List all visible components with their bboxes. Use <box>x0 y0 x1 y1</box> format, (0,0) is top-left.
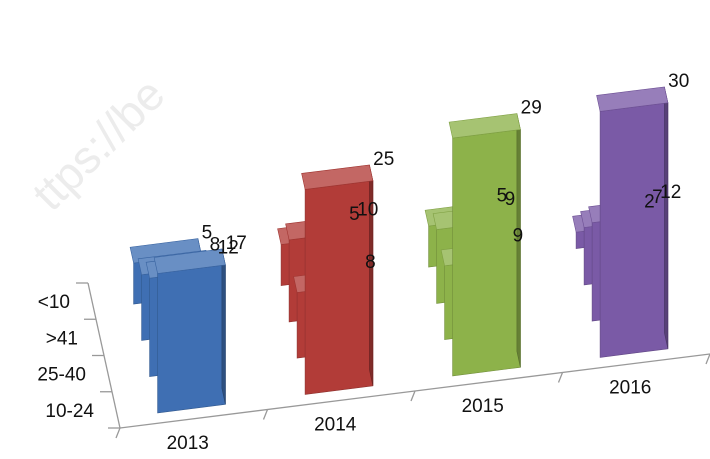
data-label: 5 <box>349 204 360 225</box>
data-label: 29 <box>521 98 542 119</box>
data-label: 12 <box>660 182 681 203</box>
data-label: 9 <box>505 189 516 210</box>
x-axis-tick <box>115 427 121 439</box>
series-tick-label: 10-24 <box>45 401 94 422</box>
data-label: 9 <box>513 225 524 246</box>
bar-side-face <box>221 248 226 405</box>
data-label: 8 <box>210 234 221 255</box>
bar-top-face <box>596 86 669 112</box>
data-label: 7 <box>652 187 663 208</box>
x-tick-label: 2013 <box>167 433 209 454</box>
x-axis-tick <box>262 409 269 420</box>
data-label: 2 <box>644 192 655 213</box>
data-label: 25 <box>373 149 394 170</box>
bar-front-face <box>599 102 669 358</box>
bar-2015-10-24 <box>448 113 521 377</box>
series-tick-label: <10 <box>38 292 70 313</box>
bar-top-face <box>301 164 374 190</box>
x-axis-tick <box>410 390 416 402</box>
data-label: 30 <box>668 71 689 92</box>
data-label: 10 <box>357 199 378 220</box>
bar-top-face <box>153 248 226 274</box>
x-tick-label: 2015 <box>462 396 504 417</box>
bar-front-face <box>157 264 226 414</box>
data-label: 8 <box>365 252 376 273</box>
x-tick-label: 2016 <box>609 377 651 398</box>
chart-floor: 2013 2014 2015 2016 10-24 25-40 >41 <10 <box>37 282 710 454</box>
bar-2013-10-24 <box>153 248 226 414</box>
x-tick-label: 2014 <box>314 414 357 435</box>
data-label: 17 <box>226 233 247 254</box>
x-axis-tick <box>705 353 710 365</box>
chart-bars <box>129 86 669 414</box>
watermark: ttps://be <box>22 68 174 220</box>
series-tick-label: >41 <box>46 328 78 349</box>
data-label: 5 <box>202 223 213 244</box>
bar-2016-10-24 <box>596 86 669 358</box>
bar-2014-10-24 <box>301 164 374 395</box>
bar-side-face <box>369 164 374 386</box>
data-label: 12 <box>218 238 239 259</box>
bar-side-face <box>664 86 669 349</box>
series-tick-label: 25-40 <box>37 365 86 386</box>
data-label: 5 <box>497 186 508 207</box>
bar-top-face <box>448 113 521 139</box>
bar-front-face <box>452 129 521 377</box>
x-axis-tick <box>557 372 564 383</box>
